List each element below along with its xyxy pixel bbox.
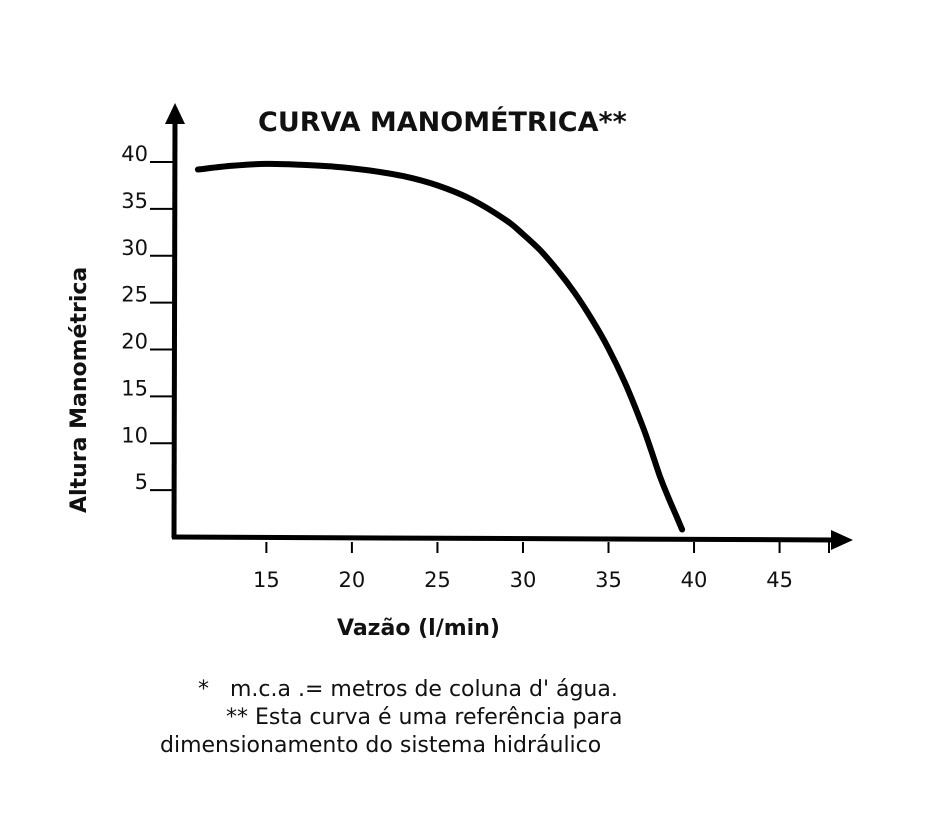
x-tick-label: 30 <box>510 568 537 592</box>
footnotes: * m.c.a .= metros de coluna d' água. ** … <box>150 676 720 760</box>
x-ticks: 15 20 25 30 35 40 45 <box>253 542 830 592</box>
footnote-line-3: dimensionamento do sistema hidráulico <box>160 733 602 758</box>
footnote-line-1: * m.c.a .= metros de coluna d' água. <box>198 677 618 702</box>
series-curve <box>194 160 686 533</box>
y-tick-label: 40 <box>121 142 148 166</box>
x-tick-label: 15 <box>253 568 280 592</box>
y-tick-label: 25 <box>121 283 148 307</box>
y-axis-label: Altura Manométrica <box>67 267 92 513</box>
y-tick-label: 30 <box>121 236 148 260</box>
y-tick-label: 15 <box>121 376 148 400</box>
x-tick-label: 25 <box>424 568 451 592</box>
y-tick-label: 20 <box>121 330 148 354</box>
x-axis-label: Vazão (l/min) <box>337 616 500 641</box>
y-ticks: 5 10 15 20 25 30 35 40 <box>121 142 173 494</box>
y-axis <box>171 119 178 539</box>
y-tick-label: 35 <box>121 189 148 213</box>
x-tick-label: 20 <box>339 568 366 592</box>
y-tick-label: 5 <box>135 470 148 494</box>
x-tick-label: 40 <box>681 568 708 592</box>
x-axis <box>171 534 835 543</box>
footnote-line-2: ** Esta curva é uma referência para <box>198 705 623 730</box>
x-axis-arrow <box>831 530 853 550</box>
x-tick-label: 35 <box>595 568 622 592</box>
y-tick-label: 10 <box>121 423 148 447</box>
chart-title: CURVA MANOMÉTRICA** <box>258 106 627 138</box>
x-tick-label: 45 <box>766 568 793 592</box>
y-axis-arrow <box>165 103 185 124</box>
